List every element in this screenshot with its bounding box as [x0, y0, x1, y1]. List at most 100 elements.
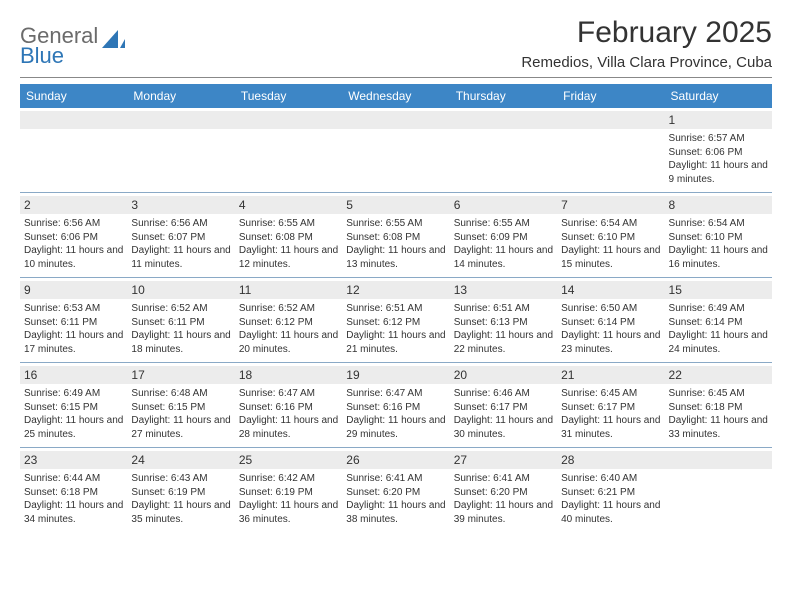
- day-cell: [342, 108, 449, 192]
- day-number: 24: [127, 451, 234, 469]
- day-info: Sunrise: 6:45 AMSunset: 6:18 PMDaylight:…: [669, 387, 768, 441]
- day-cell: 14 Sunrise: 6:50 AMSunset: 6:14 PMDayligh…: [557, 278, 664, 362]
- day-info: Sunrise: 6:56 AMSunset: 6:07 PMDaylight:…: [131, 217, 230, 271]
- day-cell: 28 Sunrise: 6:40 AMSunset: 6:21 PMDayligh…: [557, 448, 664, 532]
- day-cell: [557, 108, 664, 192]
- day-number: 14: [557, 281, 664, 299]
- day-number: 19: [342, 366, 449, 384]
- day-info: Sunrise: 6:51 AMSunset: 6:13 PMDaylight:…: [454, 302, 553, 356]
- day-cell: 19Sunrise: 6:47 AMSunset: 6:16 PMDayligh…: [342, 363, 449, 447]
- day-number: 18: [235, 366, 342, 384]
- day-info: Sunrise: 6:42 AMSunset: 6:19 PMDaylight:…: [239, 472, 338, 526]
- title-block: February 2025 Remedios, Villa Clara Prov…: [521, 16, 772, 71]
- day-number: 25: [235, 451, 342, 469]
- day-cell: 21Sunrise: 6:45 AMSunset: 6:17 PMDayligh…: [557, 363, 664, 447]
- day-number: 27: [450, 451, 557, 469]
- week-row: 23Sunrise: 6:44 AMSunset: 6:18 PMDayligh…: [20, 448, 772, 532]
- day-header-wednesday: Wednesday: [342, 84, 449, 108]
- day-number: 11: [235, 281, 342, 299]
- month-title: February 2025: [521, 16, 772, 50]
- day-cell: 13 Sunrise: 6:51 AMSunset: 6:13 PMDayligh…: [450, 278, 557, 362]
- day-cell: 9Sunrise: 6:53 AMSunset: 6:11 PMDaylight…: [20, 278, 127, 362]
- day-number: 13: [450, 281, 557, 299]
- day-number: 28: [557, 451, 664, 469]
- week-row: 9Sunrise: 6:53 AMSunset: 6:11 PMDaylight…: [20, 278, 772, 362]
- day-info: Sunrise: 6:47 AMSunset: 6:16 PMDaylight:…: [239, 387, 338, 441]
- day-info: Sunrise: 6:55 AMSunset: 6:08 PMDaylight:…: [346, 217, 445, 271]
- day-info: Sunrise: 6:54 AMSunset: 6:10 PMDaylight:…: [669, 217, 768, 271]
- day-cell: 15 Sunrise: 6:49 AMSunset: 6:14 PMDayligh…: [665, 278, 772, 362]
- week-row: 16 Sunrise: 6:49 AMSunset: 6:15 PMDayligh…: [20, 363, 772, 447]
- calendar-page: General Blue February 2025 Remedios, Vil…: [0, 0, 792, 612]
- title-separator: [20, 77, 772, 78]
- day-cell: 18 Sunrise: 6:47 AMSunset: 6:16 PMDayligh…: [235, 363, 342, 447]
- day-cell: 6 Sunrise: 6:55 AMSunset: 6:09 PMDaylight…: [450, 193, 557, 277]
- calendar-grid: SundayMondayTuesdayWednesdayThursdayFrid…: [20, 84, 772, 532]
- day-cell: 5Sunrise: 6:55 AMSunset: 6:08 PMDaylight…: [342, 193, 449, 277]
- day-info: Sunrise: 6:49 AMSunset: 6:14 PMDaylight:…: [669, 302, 768, 356]
- day-cell: 24 Sunrise: 6:43 AMSunset: 6:19 PMDayligh…: [127, 448, 234, 532]
- day-header-monday: Monday: [127, 84, 234, 108]
- day-cell: 1 Sunrise: 6:57 AMSunset: 6:06 PMDaylight…: [665, 108, 772, 192]
- day-cell: 26 Sunrise: 6:41 AMSunset: 6:20 PMDayligh…: [342, 448, 449, 532]
- week-row: 1 Sunrise: 6:57 AMSunset: 6:06 PMDaylight…: [20, 108, 772, 192]
- day-cell: 11 Sunrise: 6:52 AMSunset: 6:12 PMDayligh…: [235, 278, 342, 362]
- day-info: Sunrise: 6:48 AMSunset: 6:15 PMDaylight:…: [131, 387, 230, 441]
- day-info: Sunrise: 6:41 AMSunset: 6:20 PMDaylight:…: [346, 472, 445, 526]
- day-info: Sunrise: 6:46 AMSunset: 6:17 PMDaylight:…: [454, 387, 553, 441]
- day-info: Sunrise: 6:56 AMSunset: 6:06 PMDaylight:…: [24, 217, 123, 271]
- day-cell: [450, 108, 557, 192]
- day-number: [235, 111, 342, 129]
- day-info: Sunrise: 6:55 AMSunset: 6:09 PMDaylight:…: [454, 217, 553, 271]
- day-cell: 20Sunrise: 6:46 AMSunset: 6:17 PMDayligh…: [450, 363, 557, 447]
- day-info: Sunrise: 6:49 AMSunset: 6:15 PMDaylight:…: [24, 387, 123, 441]
- day-info: Sunrise: 6:41 AMSunset: 6:20 PMDaylight:…: [454, 472, 553, 526]
- day-info: Sunrise: 6:50 AMSunset: 6:14 PMDaylight:…: [561, 302, 660, 356]
- logo-sail-icon: [100, 28, 126, 50]
- week-row: 2 Sunrise: 6:56 AMSunset: 6:06 PMDaylight…: [20, 193, 772, 277]
- day-number: 4: [235, 196, 342, 214]
- logo-word-2: Blue: [20, 43, 64, 68]
- day-number: 9: [20, 281, 127, 299]
- day-number: [20, 111, 127, 129]
- day-info: Sunrise: 6:44 AMSunset: 6:18 PMDaylight:…: [24, 472, 123, 526]
- day-number: 21: [557, 366, 664, 384]
- day-number: [450, 111, 557, 129]
- day-number: [127, 111, 234, 129]
- logo: General Blue: [20, 26, 126, 66]
- day-cell: 12Sunrise: 6:51 AMSunset: 6:12 PMDayligh…: [342, 278, 449, 362]
- day-cell: [20, 108, 127, 192]
- day-cell: 25 Sunrise: 6:42 AMSunset: 6:19 PMDayligh…: [235, 448, 342, 532]
- day-number: 26: [342, 451, 449, 469]
- day-cell: [665, 448, 772, 532]
- day-info: Sunrise: 6:43 AMSunset: 6:19 PMDaylight:…: [131, 472, 230, 526]
- day-info: Sunrise: 6:52 AMSunset: 6:12 PMDaylight:…: [239, 302, 338, 356]
- day-number: 6: [450, 196, 557, 214]
- day-number: 10: [127, 281, 234, 299]
- day-number: [342, 111, 449, 129]
- day-number: 22: [665, 366, 772, 384]
- day-cell: 17Sunrise: 6:48 AMSunset: 6:15 PMDayligh…: [127, 363, 234, 447]
- day-cell: 16 Sunrise: 6:49 AMSunset: 6:15 PMDayligh…: [20, 363, 127, 447]
- day-info: Sunrise: 6:57 AMSunset: 6:06 PMDaylight:…: [669, 132, 768, 186]
- day-cell: 4Sunrise: 6:55 AMSunset: 6:08 PMDaylight…: [235, 193, 342, 277]
- day-number: 1: [665, 111, 772, 129]
- day-header-tuesday: Tuesday: [235, 84, 342, 108]
- day-number: 2: [20, 196, 127, 214]
- day-number: 12: [342, 281, 449, 299]
- day-number: [557, 111, 664, 129]
- logo-text: General Blue: [20, 26, 98, 66]
- day-info: Sunrise: 6:52 AMSunset: 6:11 PMDaylight:…: [131, 302, 230, 356]
- header-row: General Blue February 2025 Remedios, Vil…: [20, 16, 772, 71]
- day-info: Sunrise: 6:40 AMSunset: 6:21 PMDaylight:…: [561, 472, 660, 526]
- day-header-sunday: Sunday: [20, 84, 127, 108]
- day-number: 15: [665, 281, 772, 299]
- day-number: 16: [20, 366, 127, 384]
- location-subtitle: Remedios, Villa Clara Province, Cuba: [521, 54, 772, 71]
- day-cell: 23Sunrise: 6:44 AMSunset: 6:18 PMDayligh…: [20, 448, 127, 532]
- day-number: 7: [557, 196, 664, 214]
- day-cell: 2 Sunrise: 6:56 AMSunset: 6:06 PMDaylight…: [20, 193, 127, 277]
- day-header-row: SundayMondayTuesdayWednesdayThursdayFrid…: [20, 84, 772, 108]
- day-cell: 7Sunrise: 6:54 AMSunset: 6:10 PMDaylight…: [557, 193, 664, 277]
- day-cell: [235, 108, 342, 192]
